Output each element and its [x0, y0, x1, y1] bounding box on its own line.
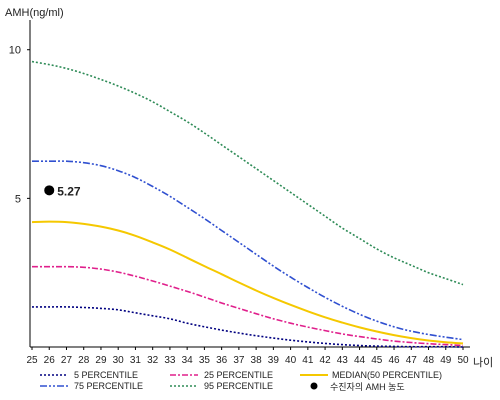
x-tick-label-20: 45 — [371, 355, 383, 366]
legend-point-label: 수진자의 AMH 농도 — [330, 382, 405, 392]
x-tick-label-9: 34 — [182, 355, 194, 366]
x-tick-label-8: 33 — [164, 355, 176, 366]
x-tick-label-14: 39 — [268, 355, 280, 366]
y-tick-label-1: 10 — [9, 45, 21, 57]
annotations: 5.27 — [44, 184, 81, 198]
legend-label-0: 5 PERCENTILE — [74, 370, 138, 380]
x-tick-label-4: 29 — [95, 355, 107, 366]
patient-amh-value-label: 5.27 — [57, 184, 81, 198]
x-tick-label-5: 30 — [113, 355, 125, 366]
x-axis-ticks: 25 26 27 28 29 30 31 32 33 34 35 36 37 38 39 40 41 42 43 44… — [26, 347, 469, 366]
x-tick-label-18: 43 — [337, 355, 349, 366]
series-lines — [31, 60, 464, 348]
x-tick-label-15: 40 — [285, 355, 297, 366]
series-line-3 — [32, 160, 464, 341]
x-tick-label-19: 44 — [354, 355, 366, 366]
x-tick-label-25: 50 — [457, 355, 469, 366]
x-tick-label-12: 37 — [233, 355, 245, 366]
x-tick-label-24: 49 — [440, 355, 452, 366]
series-line-0 — [31, 306, 464, 348]
x-tick-label-23: 48 — [423, 355, 435, 366]
series-line-4 — [31, 60, 464, 286]
series-line-2 — [31, 220, 464, 345]
x-tick-label-1: 26 — [44, 355, 56, 366]
legend-label-1: 25 PERCENTILE — [204, 370, 273, 380]
x-tick-label-22: 47 — [406, 355, 418, 366]
y-axis-title: AMH(ng/ml) — [5, 7, 64, 19]
x-tick-label-3: 28 — [78, 355, 90, 366]
y-axis-ticks: 5 10 — [9, 45, 30, 205]
x-tick-label-7: 32 — [147, 355, 159, 366]
x-tick-label-11: 36 — [216, 355, 228, 366]
y-tick-label-0: 5 — [15, 193, 21, 205]
patient-amh-point — [44, 185, 55, 196]
legend: 5 PERCENTILE 25 PERCENTILE MEDIAN(50 PERCE… — [40, 370, 442, 392]
x-tick-label-0: 25 — [26, 355, 38, 366]
x-tick-label-16: 41 — [302, 355, 314, 366]
x-tick-label-10: 35 — [199, 355, 211, 366]
x-tick-label-17: 42 — [320, 355, 332, 366]
legend-point-marker — [310, 382, 318, 390]
series-line-1 — [32, 265, 464, 347]
x-tick-label-21: 46 — [388, 355, 400, 366]
legend-label-3: 75 PERCENTILE — [74, 381, 143, 391]
x-axis-title: 나이 — [473, 356, 493, 369]
x-tick-label-6: 31 — [130, 355, 142, 366]
legend-label-2: MEDIAN(50 PERCENTILE) — [332, 370, 442, 380]
legend-label-4: 95 PERCENTILE — [204, 381, 273, 391]
x-tick-label-13: 38 — [251, 355, 263, 366]
x-tick-label-2: 27 — [61, 355, 73, 366]
